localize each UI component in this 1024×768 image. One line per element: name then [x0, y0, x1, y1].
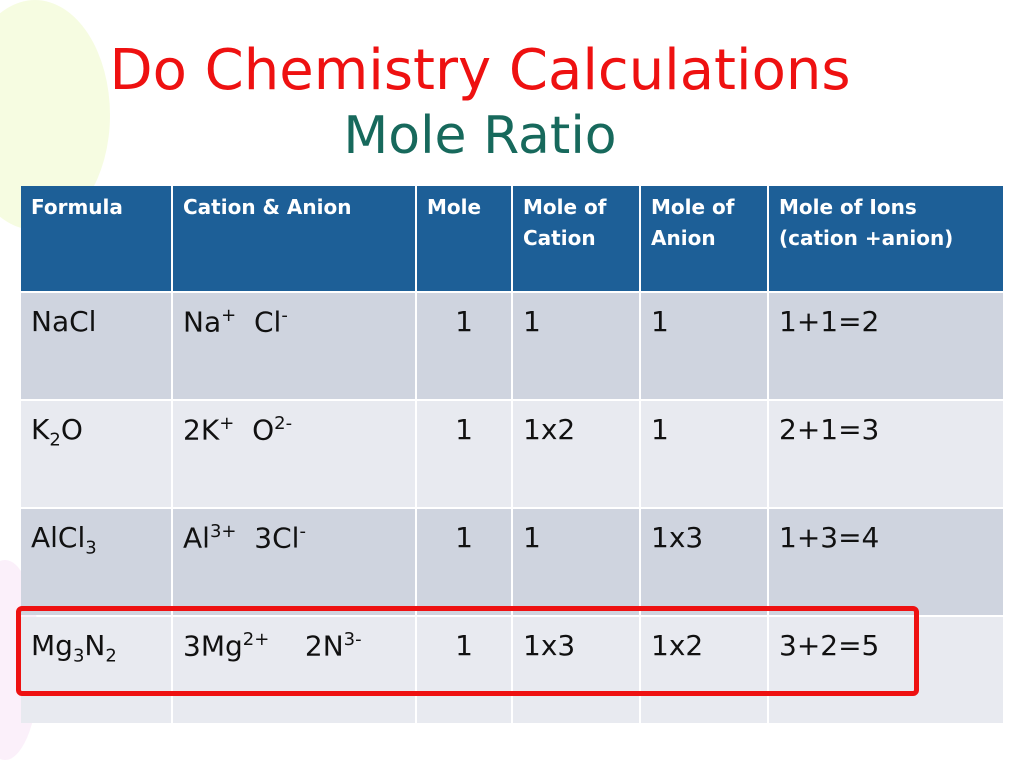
cell-text: 1x2: [523, 413, 576, 446]
table-cell: 1+3=4: [769, 509, 1003, 615]
cell-text: 2+1=3: [779, 413, 880, 446]
cell-text: 1+3=4: [779, 521, 880, 554]
cell-text: 3+2=5: [779, 629, 880, 662]
cell-text: 2+: [242, 629, 270, 650]
cell-text: 2-: [274, 413, 293, 434]
header-text: Mole of Ions: [779, 195, 917, 219]
table-cell: 1x3: [513, 617, 639, 723]
header-text: (cation +anion): [779, 226, 954, 250]
table-cell: Na+ Cl-: [173, 293, 415, 399]
table-cell: 2K+ O2-: [173, 401, 415, 507]
cell-text: 2: [49, 429, 61, 451]
header-cell: Mole of Anion: [641, 186, 767, 291]
header-text: Cation & Anion: [183, 195, 352, 219]
cell-text: AlCl: [31, 521, 86, 554]
cell-text: O: [234, 413, 275, 447]
cell-text: 3+: [209, 521, 237, 542]
header-text: Cation: [523, 226, 596, 250]
cell-text: 1x3: [523, 629, 576, 662]
slide-subtitle: Mole Ratio: [343, 106, 617, 166]
cell-text: 1: [455, 305, 473, 338]
header-cell: Mole of Cation: [513, 186, 639, 291]
cell-text: 2: [105, 645, 117, 667]
cell-text: 2N: [269, 629, 344, 663]
cell-text: 3: [85, 537, 97, 559]
table-cell: 1: [417, 509, 511, 615]
table-cell: 3Mg2+ 2N3-: [173, 617, 415, 723]
cell-text: NaCl: [31, 305, 97, 338]
cell-text: 1: [523, 305, 541, 338]
table-cell: Al3+ 3Cl-: [173, 509, 415, 615]
header-text: Anion: [651, 226, 716, 250]
cell-text: -: [281, 305, 288, 326]
header-cell: Mole: [417, 186, 511, 291]
table-cell: NaCl: [21, 293, 171, 399]
table-cell: 2+1=3: [769, 401, 1003, 507]
table-cell: 1: [513, 293, 639, 399]
cell-text: Na: [183, 305, 222, 339]
header-text: Mole of: [523, 195, 607, 219]
table-cell: 1x3: [641, 509, 767, 615]
table-cell: Mg3N2: [21, 617, 171, 723]
table-cell: K2O: [21, 401, 171, 507]
cell-text: 3-: [343, 629, 362, 650]
cell-text: 1: [455, 413, 473, 446]
cell-text: K: [31, 413, 50, 446]
slide-title: Do Chemistry Calculations: [109, 38, 851, 103]
cell-text: O: [60, 413, 83, 446]
cell-text: 1: [455, 629, 473, 662]
cell-text: Cl: [236, 305, 282, 339]
table-cell: 3+2=5: [769, 617, 1003, 723]
table-cell: 1: [417, 617, 511, 723]
cell-text: 3Cl: [236, 521, 300, 555]
cell-text: 1: [455, 521, 473, 554]
header-text: Mole of: [651, 195, 735, 219]
header-cell: Formula: [21, 186, 171, 291]
table-cell: 1+1=2: [769, 293, 1003, 399]
table-cell: AlCl3: [21, 509, 171, 615]
cell-text: N: [84, 629, 106, 662]
cell-text: -: [299, 521, 306, 542]
cell-text: 1: [651, 413, 669, 446]
cell-text: Al: [183, 521, 210, 555]
header-text: Formula: [31, 195, 123, 219]
table-cell: 1x2: [641, 617, 767, 723]
cell-text: 1x2: [651, 629, 704, 662]
cell-text: +: [219, 413, 235, 434]
cell-text: 3: [72, 645, 85, 667]
header-cell: Cation & Anion: [173, 186, 415, 291]
table-cell: 1: [417, 293, 511, 399]
cell-text: 2K: [183, 413, 220, 447]
table-cell: 1: [513, 509, 639, 615]
cell-text: 1+1=2: [779, 305, 880, 338]
cell-text: +: [221, 305, 237, 326]
table-cell: 1: [641, 401, 767, 507]
table-cell: 1: [417, 401, 511, 507]
cell-text: Mg: [31, 629, 73, 662]
header-cell: Mole of Ions (cation +anion): [769, 186, 1003, 291]
cell-text: 1: [651, 305, 669, 338]
header-text: Mole: [427, 195, 482, 219]
highlight-box: [16, 606, 919, 696]
cell-text: 1x3: [651, 521, 704, 554]
table-cell: 1x2: [513, 401, 639, 507]
table-cell: 1: [641, 293, 767, 399]
cell-text: 1: [523, 521, 541, 554]
cell-text: 3Mg: [183, 629, 243, 663]
